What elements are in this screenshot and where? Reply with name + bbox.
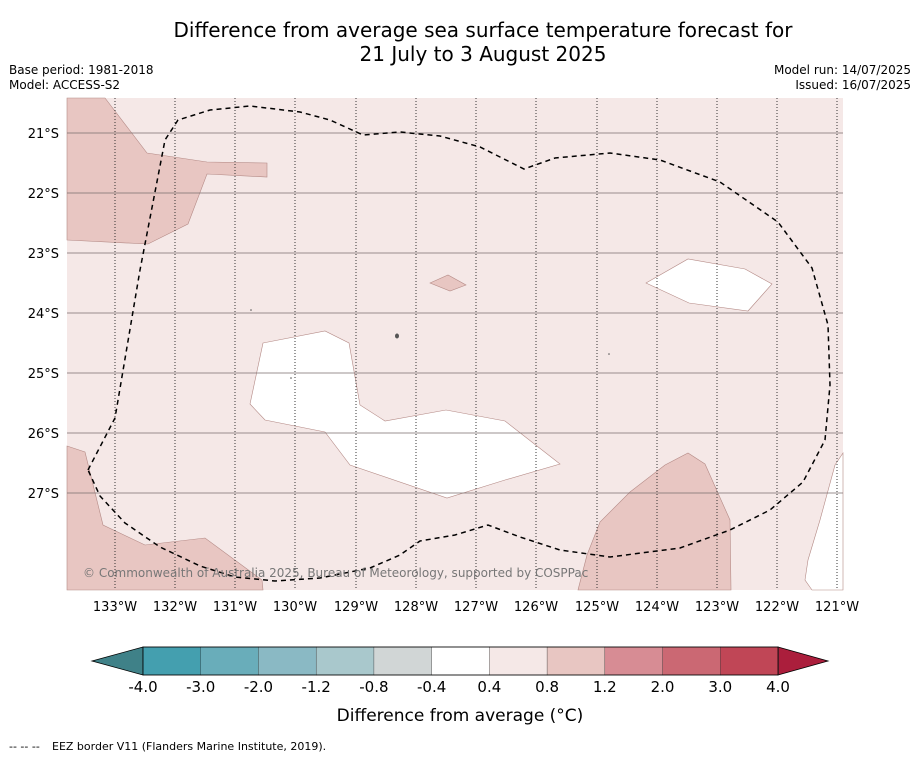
lon-label: 128°W xyxy=(394,600,438,615)
footnote-text: EEZ border V11 (Flanders Marine Institut… xyxy=(52,740,326,753)
footnote-symbol: -- -- -- xyxy=(9,740,40,753)
colorbar-tick-label: 1.2 xyxy=(593,678,617,696)
lon-label: 121°W xyxy=(815,600,859,615)
longitude-gridlines xyxy=(114,98,838,590)
colorbar-segment xyxy=(431,646,491,676)
colorbar-tick-label: 4.0 xyxy=(766,678,790,696)
lat-label: 24°S xyxy=(28,307,59,322)
lon-label: 132°W xyxy=(153,600,197,615)
lat-label: 25°S xyxy=(28,367,59,382)
lon-label: 125°W xyxy=(575,600,619,615)
anomaly-region-small xyxy=(429,274,467,292)
colorbar-segment xyxy=(200,646,260,676)
colorbar-outline xyxy=(142,646,779,676)
lon-label: 130°W xyxy=(273,600,317,615)
colorbar-tick-label: 2.0 xyxy=(651,678,675,696)
eez-border xyxy=(87,105,831,582)
colorbar-ticks: -4.0 -3.0 -2.0 -1.2 -0.8 -0.4 0.4 0.8 1.2 2.0 3.0 4… xyxy=(128,678,790,696)
colorbar-segment xyxy=(142,646,202,676)
colorbar-tick-label: -2.0 xyxy=(244,678,273,696)
colorbar-label: Difference from average (°C) xyxy=(337,706,584,726)
anomaly-region-northwest xyxy=(66,97,268,245)
title-line-1: Difference from average sea surface temp… xyxy=(173,18,793,42)
colorbar-segment xyxy=(720,646,779,676)
speckle xyxy=(395,333,399,339)
lon-label: 131°W xyxy=(213,600,257,615)
longitude-labels: 133°W 132°W 131°W 130°W 129°W 128°W 127°… xyxy=(93,600,859,615)
meta-right: Model run: 14/07/2025 Issued: 16/07/2025 xyxy=(774,63,911,93)
neutral-region-southeast xyxy=(804,452,844,591)
issued-date: Issued: 16/07/2025 xyxy=(795,78,911,92)
anomaly-0.8-1.2-regions xyxy=(66,97,732,591)
title-line-2: 21 July to 3 August 2025 xyxy=(359,42,607,66)
model-name: Model: ACCESS-S2 xyxy=(9,78,121,92)
colorbar-tick-label: -0.8 xyxy=(359,678,388,696)
lon-label: 124°W xyxy=(635,600,679,615)
map-speckles xyxy=(250,309,610,379)
colorbar-segment xyxy=(489,646,548,676)
speckle xyxy=(608,353,610,355)
colorbar-segment xyxy=(373,646,433,676)
map-title: Difference from average sea surface temp… xyxy=(0,18,919,66)
lon-label: 122°W xyxy=(755,600,799,615)
latitude-labels: 21°S 22°S 23°S 24°S 25°S 26°S 27°S xyxy=(28,127,59,502)
colorbar-segment xyxy=(546,646,606,676)
meta-left: Base period: 1981-2018 Model: ACCESS-S2 xyxy=(9,63,154,93)
speckle xyxy=(290,377,292,379)
colorbar-tick-label: 0.4 xyxy=(477,678,501,696)
colorbar-segment xyxy=(315,646,375,676)
lon-label: 127°W xyxy=(454,600,498,615)
speckle xyxy=(250,309,252,311)
colorbar-tick-label: -3.0 xyxy=(186,678,215,696)
lat-label: 22°S xyxy=(28,187,59,202)
colorbar-segment xyxy=(662,646,721,676)
lon-label: 133°W xyxy=(93,600,137,615)
colorbar-tick-label: -1.2 xyxy=(302,678,331,696)
lat-label: 21°S xyxy=(28,127,59,142)
lon-label: 123°W xyxy=(695,600,739,615)
colorbar-tick-label: 0.8 xyxy=(535,678,559,696)
lat-label: 26°S xyxy=(28,427,59,442)
lon-label: 129°W xyxy=(334,600,378,615)
copyright-text: © Commonwealth of Australia 2025, Bureau… xyxy=(83,566,588,580)
colorbar-segment xyxy=(258,646,317,676)
neutral-region-east xyxy=(645,258,773,312)
lon-label: 126°W xyxy=(514,600,558,615)
lat-label: 23°S xyxy=(28,247,59,262)
colorbar-tick-label: -4.0 xyxy=(128,678,157,696)
base-period: Base period: 1981-2018 xyxy=(9,63,154,77)
colorbar-tick-label: 3.0 xyxy=(708,678,732,696)
colorbar-segment xyxy=(604,646,664,676)
colorbar-tick-label: -0.4 xyxy=(417,678,446,696)
anomaly-region-southwest xyxy=(66,445,264,591)
anomaly-region-south xyxy=(577,452,732,591)
colorbar: -4.0 -3.0 -2.0 -1.2 -0.8 -0.4 0.4 0.8 1.2 2.0 3.0 4… xyxy=(90,646,830,726)
colorbar-high-extend xyxy=(777,646,830,676)
model-run: Model run: 14/07/2025 xyxy=(773,63,911,77)
colorbar-segments xyxy=(142,646,779,676)
lat-label: 27°S xyxy=(28,487,59,502)
latitude-gridlines xyxy=(67,132,843,494)
colorbar-low-extend xyxy=(90,646,144,676)
